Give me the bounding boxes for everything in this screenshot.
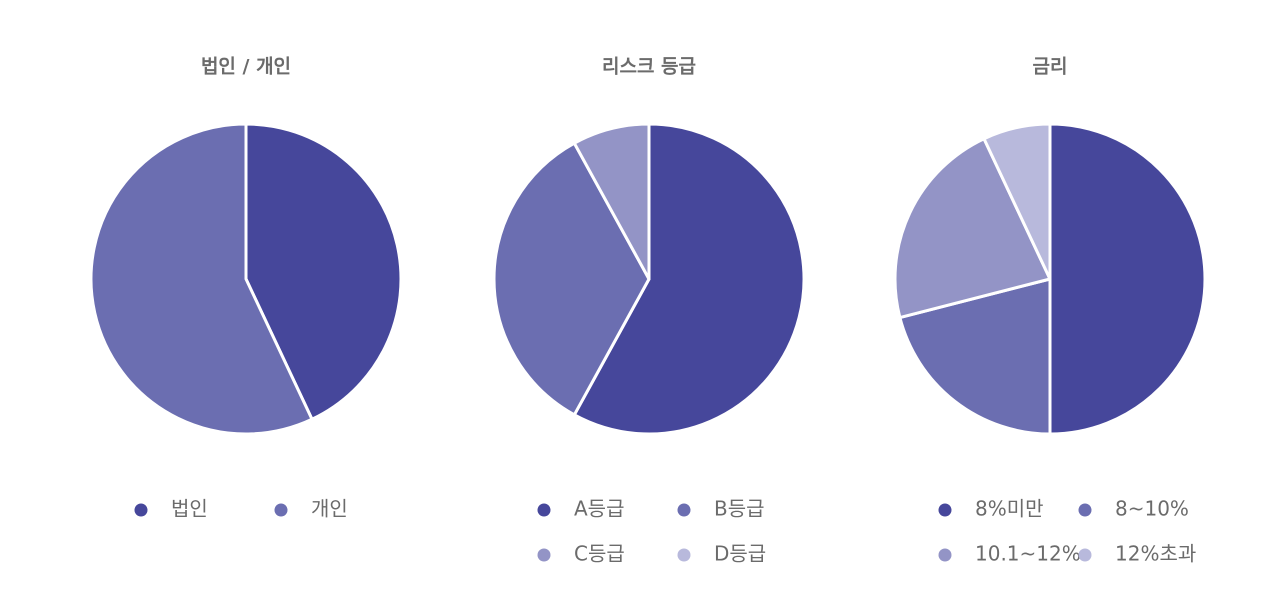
pie-slice	[982, 122, 1052, 281]
chart-title: 금리	[1033, 56, 1068, 78]
legend-marker	[938, 503, 952, 517]
legend-label: 8~10%	[1115, 497, 1189, 521]
legend-marker	[938, 548, 952, 562]
legend-label: B등급	[714, 497, 765, 521]
legend-marker	[1078, 548, 1092, 562]
legend-label: 12%초과	[1115, 542, 1196, 566]
legend-marker	[134, 503, 148, 517]
legend-label: 8%미만	[975, 497, 1044, 521]
pie-slice	[898, 277, 1052, 436]
legend-marker	[677, 503, 691, 517]
pie-slice	[893, 137, 1052, 320]
pie-slice	[89, 122, 314, 436]
pie-slice	[572, 122, 806, 436]
chart-title: 법인 / 개인	[201, 56, 291, 78]
legend-marker	[537, 548, 551, 562]
chart-title: 리스크 등급	[602, 56, 696, 78]
legend-marker	[274, 503, 288, 517]
legend-marker	[537, 503, 551, 517]
legend-label: C등급	[574, 542, 625, 566]
legend-label: 10.1~12%	[975, 542, 1081, 566]
legend-marker	[1078, 503, 1092, 517]
legend-marker	[677, 548, 691, 562]
legend-label: D등급	[714, 542, 766, 566]
legend-label: A등급	[574, 497, 624, 521]
pie-slice	[1048, 122, 1207, 436]
legend-label: 법인	[171, 497, 208, 521]
pie-slice	[244, 122, 403, 421]
legend-label: 개인	[311, 497, 348, 521]
